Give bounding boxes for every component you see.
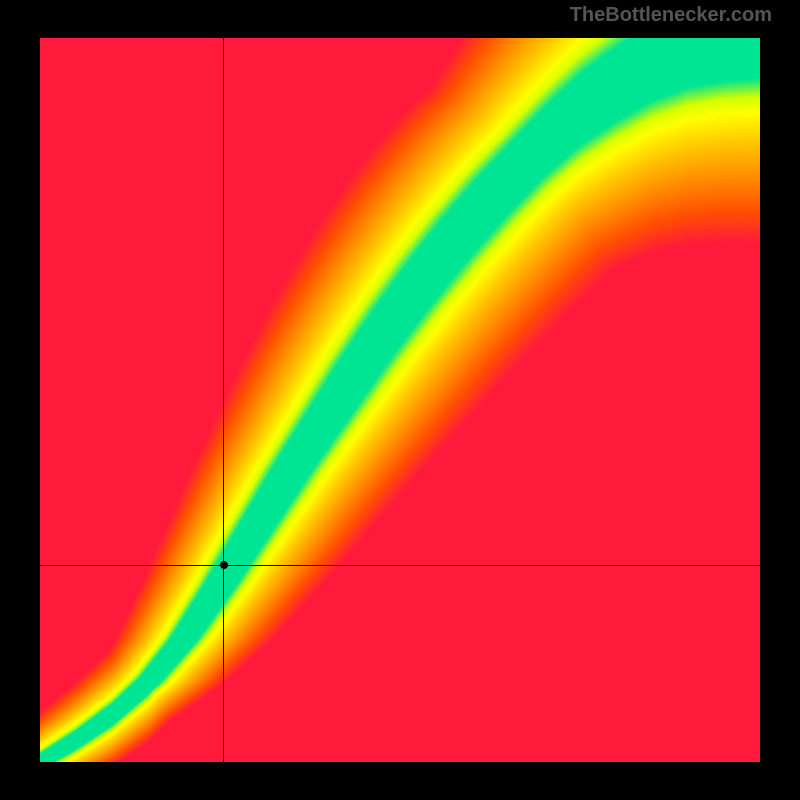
crosshair-horizontal [40,565,760,566]
heatmap-canvas [40,38,760,762]
attribution-text: TheBottlenecker.com [570,4,772,27]
crosshair-marker [220,561,228,569]
heatmap-plot [40,38,760,762]
crosshair-vertical [223,38,224,762]
chart-frame: TheBottlenecker.com [0,0,800,800]
